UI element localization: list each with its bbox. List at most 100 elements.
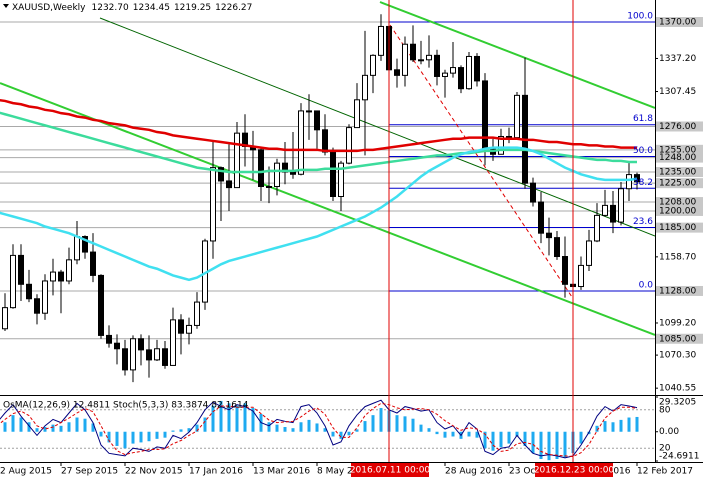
candle-body	[114, 342, 120, 350]
candle-body	[170, 319, 176, 366]
candle-body	[322, 129, 328, 153]
level-box	[656, 197, 703, 208]
osma-bar	[403, 416, 407, 432]
osma-bar	[355, 429, 359, 432]
candle-body	[346, 127, 352, 164]
osma-bar	[235, 405, 239, 432]
moving-average	[0, 98, 637, 153]
osma-bar	[427, 428, 431, 432]
candle-body	[42, 280, 48, 314]
osma-bar	[507, 431, 511, 444]
candle-body	[74, 236, 80, 261]
osma-bar	[451, 431, 455, 437]
osma-bar	[195, 424, 199, 432]
fib-label: 50.0	[633, 146, 653, 156]
candle-body	[354, 99, 360, 129]
osma-bar	[51, 424, 55, 432]
candle-body	[434, 54, 440, 77]
trend-line	[0, 82, 655, 336]
candle-body	[586, 240, 592, 266]
x-tick-label: 8 May 2016	[317, 467, 370, 477]
candle-body	[546, 232, 552, 239]
osma-bar	[475, 431, 479, 438]
osma-bar	[331, 431, 335, 437]
candle-body	[442, 72, 448, 77]
quote: 1232.70	[92, 3, 129, 13]
level-label: 1255.00	[659, 145, 696, 155]
level-box	[656, 121, 703, 132]
candle-body	[498, 135, 504, 155]
x-tick-label: 28 Aug 2016	[445, 467, 503, 477]
osma-bar	[187, 428, 191, 432]
level-box	[656, 178, 703, 189]
osma-bar	[443, 431, 447, 438]
candle-body	[610, 204, 616, 223]
osma-bar	[539, 431, 543, 459]
candle-body	[466, 55, 472, 90]
candle-body	[194, 301, 200, 326]
fib-label: 100.0	[627, 12, 653, 22]
osma-bar	[603, 421, 607, 432]
level-box	[656, 222, 703, 233]
level-box	[656, 205, 703, 216]
y-tick-label: 1070.30	[659, 351, 696, 361]
level-label: 1085.00	[659, 334, 696, 344]
candle-body	[506, 135, 512, 139]
osma-bar	[67, 422, 71, 432]
osma-bar	[171, 430, 175, 432]
y-tick-label: 1099.20	[659, 318, 696, 328]
osma-bar	[203, 417, 207, 432]
osma-bar	[371, 415, 375, 432]
osma-bar	[595, 425, 599, 432]
candle-body	[290, 171, 296, 175]
candle-body	[178, 319, 184, 334]
osma-bar	[379, 408, 383, 432]
candle-body	[554, 237, 560, 258]
candle-body	[18, 254, 24, 285]
candle-body	[122, 348, 128, 371]
fib-label: 38.2	[633, 178, 653, 188]
level-box	[656, 17, 703, 28]
osma-bar	[35, 428, 39, 432]
level-box	[656, 152, 703, 163]
osma-bar	[363, 421, 367, 432]
osma-bar	[163, 431, 167, 438]
candle-body	[50, 271, 56, 282]
osma-bar	[275, 424, 279, 432]
candle-body	[186, 324, 192, 334]
indicator-title: OsMA(12,26,9) 12.4811 Stoch(5,3,3) 83.38…	[3, 401, 249, 411]
osma-bar	[243, 403, 247, 432]
candle-body	[338, 162, 344, 198]
osma-bar	[627, 417, 631, 432]
main-panel	[0, 1, 655, 383]
candle-body	[514, 94, 520, 139]
candle-body	[474, 55, 480, 82]
osma-bar	[267, 422, 271, 432]
candle-body	[26, 283, 32, 300]
level-box	[656, 285, 703, 296]
osma-bar	[347, 431, 351, 436]
candle-body	[274, 162, 280, 187]
osma-bar	[107, 431, 111, 443]
candle-body	[314, 110, 320, 131]
osma-bar	[131, 431, 135, 444]
quote: 1219.25	[174, 3, 211, 13]
osma-bar	[619, 419, 623, 432]
sub-panel	[0, 399, 655, 461]
trend-line	[379, 1, 655, 109]
osma-bar	[83, 418, 87, 432]
candle-body	[146, 349, 152, 361]
osma-bar	[291, 428, 295, 432]
candle-body	[10, 254, 16, 309]
candle-body	[402, 43, 408, 76]
osma-bar	[115, 431, 119, 446]
candle-body	[426, 54, 432, 61]
candle-body	[562, 256, 568, 285]
candle-body	[234, 132, 240, 189]
osma-bar	[315, 423, 319, 432]
candle-body	[130, 338, 136, 371]
x-tick-label: 27 Sep 2015	[61, 467, 118, 477]
candle-body	[618, 188, 624, 223]
candle-body	[154, 348, 160, 361]
